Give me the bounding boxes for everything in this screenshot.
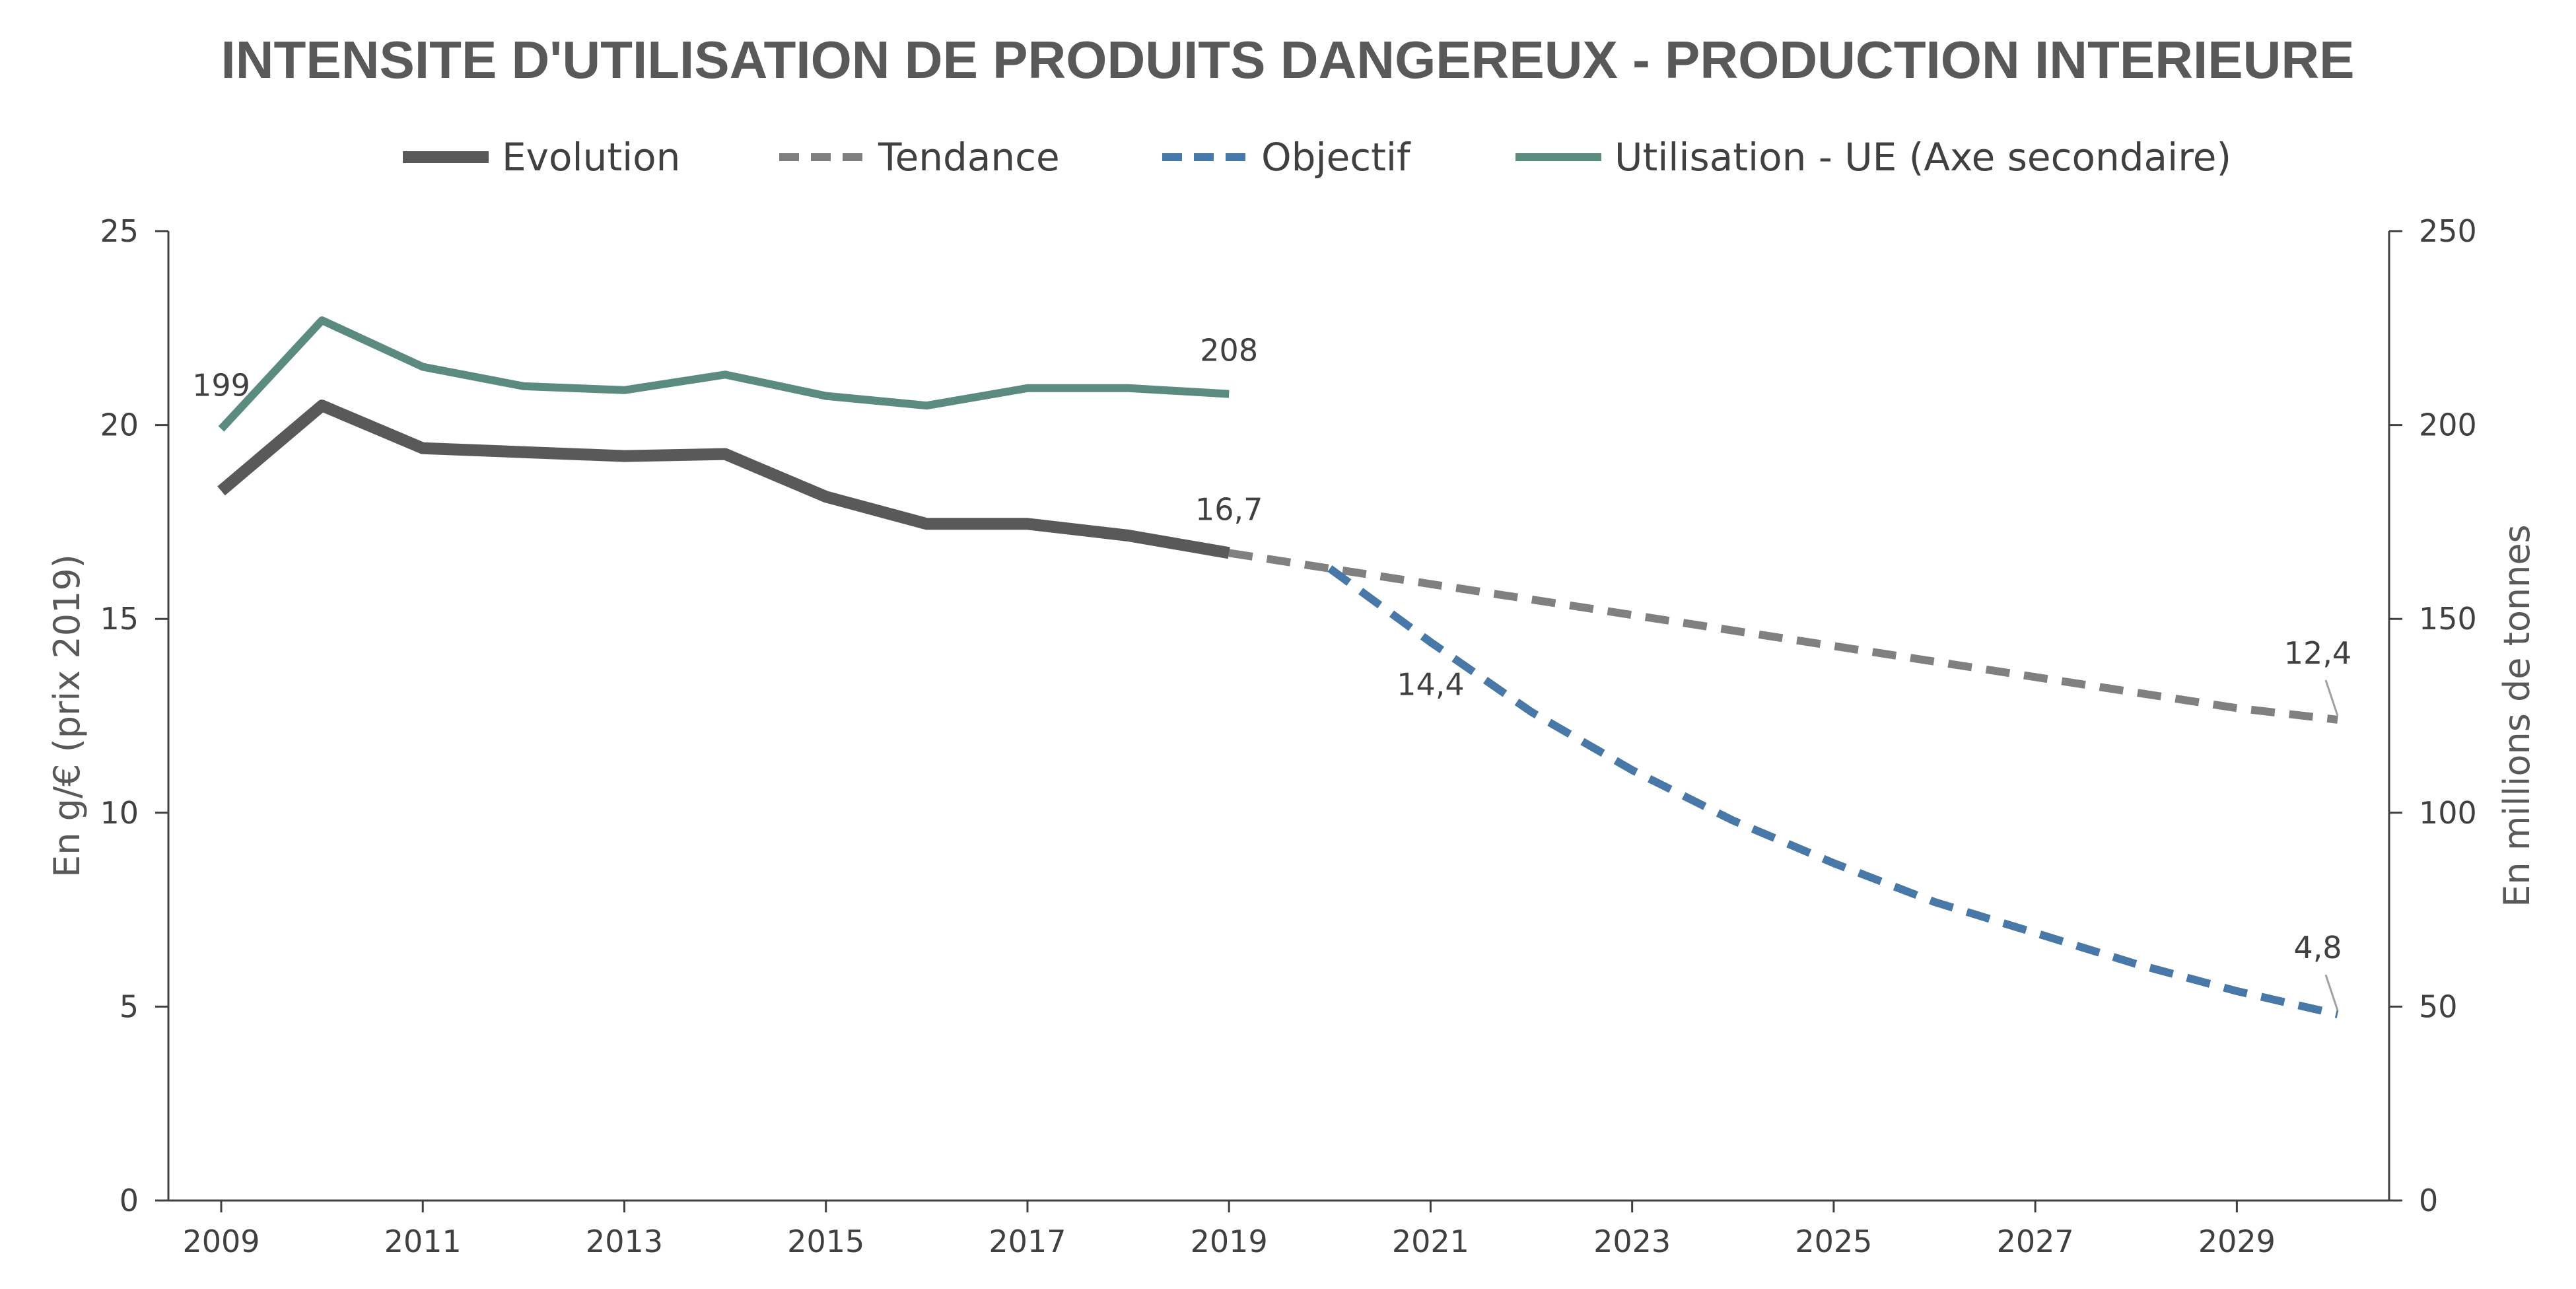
y-right-tick-label: 250 — [2419, 213, 2477, 249]
legend-label-objectif: Objectif — [1261, 135, 1411, 180]
x-tick-label: 2023 — [1593, 1224, 1671, 1259]
series-layer — [217, 316, 2339, 1018]
y-left-axis-title: En g/€ (prix 2019) — [46, 554, 88, 878]
data-label: 208 — [1200, 333, 1258, 368]
x-tick-label: 2027 — [1997, 1224, 2074, 1259]
x-tick-label: 2015 — [787, 1224, 864, 1259]
series-line-objectif — [1327, 565, 2339, 1018]
data-label: 199 — [192, 367, 250, 403]
data-labels: 199 208 16,7 14,4 12,4 4,8 — [192, 333, 2351, 1011]
legend-label-evolution: Evolution — [502, 135, 680, 180]
series-line-utilisation-ue-axe-secondaire — [218, 316, 1230, 432]
y-left-tick-label: 15 — [100, 601, 139, 637]
x-tick-label: 2017 — [989, 1224, 1066, 1259]
data-label: 4,8 — [2293, 930, 2342, 965]
x-tick-label: 2011 — [384, 1224, 462, 1259]
x-tick-label: 2009 — [182, 1224, 260, 1259]
data-label-leader — [2324, 679, 2339, 716]
y-right-axis-title: En millions de tonnes — [2496, 524, 2538, 907]
y-right-tick-label: 50 — [2419, 989, 2458, 1024]
y-left-ticks: 0 5 10 15 20 25 — [100, 213, 168, 1218]
legend: Evolution Tendance Objectif Utilisation - U… — [403, 135, 2231, 180]
y-left-tick-label: 25 — [100, 213, 139, 249]
y-left-tick-label: 0 — [120, 1183, 139, 1218]
chart-title: INTENSITE D'UTILISATION DE PRODUITS DANG… — [221, 30, 2354, 89]
y-left-tick-label: 20 — [100, 407, 139, 443]
y-left-tick-label: 10 — [100, 795, 139, 831]
legend-label-tendance: Tendance — [878, 135, 1060, 180]
y-right-tick-label: 100 — [2419, 795, 2477, 831]
x-tick-label: 2019 — [1191, 1224, 1268, 1259]
data-label: 12,4 — [2284, 635, 2351, 671]
data-label: 14,4 — [1397, 666, 1464, 702]
data-label-leader — [2324, 974, 2339, 1011]
series-line-evolution — [217, 400, 1230, 559]
data-label: 16,7 — [1195, 491, 1263, 527]
x-ticks: 2009 2011 2013 2015 2017 2019 2021 2023 2025 2027… — [182, 1201, 2276, 1259]
y-right-tick-label: 150 — [2419, 601, 2477, 637]
x-tick-label: 2029 — [2198, 1224, 2276, 1259]
y-right-tick-label: 0 — [2419, 1183, 2438, 1218]
x-tick-label: 2021 — [1392, 1224, 1469, 1259]
legend-label-utilisation-ue-axe-secondaire: Utilisation - UE (Axe secondaire) — [1615, 135, 2231, 180]
y-left-tick-label: 5 — [120, 989, 139, 1024]
y-right-tick-label: 200 — [2419, 407, 2477, 443]
y-right-ticks: 0 50 100 150 200 250 — [2389, 213, 2477, 1218]
series-line-tendance — [1228, 549, 2338, 724]
x-tick-label: 2025 — [1795, 1224, 1872, 1259]
x-tick-label: 2013 — [586, 1224, 663, 1259]
